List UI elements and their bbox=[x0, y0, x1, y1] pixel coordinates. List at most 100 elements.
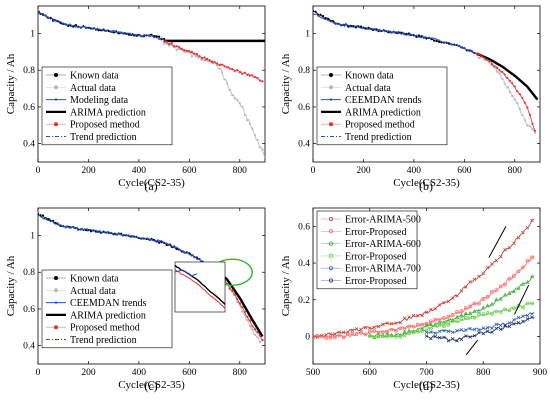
data-point bbox=[157, 35, 161, 38]
data-point bbox=[507, 290, 512, 295]
data-point bbox=[341, 335, 346, 340]
data-point bbox=[253, 133, 257, 137]
series-line bbox=[38, 12, 165, 41]
data-point bbox=[485, 325, 490, 330]
data-point bbox=[261, 148, 264, 151]
legend-item: Proposed method bbox=[321, 120, 415, 131]
data-point bbox=[231, 68, 234, 71]
data-point bbox=[236, 98, 239, 102]
series-line bbox=[163, 41, 265, 157]
y-axis-label: Capacity / Ah bbox=[280, 255, 292, 316]
y-axis-label: Capacity / Ah bbox=[5, 255, 17, 316]
data-point bbox=[450, 313, 455, 317]
data-point bbox=[512, 241, 516, 246]
data-point bbox=[368, 326, 372, 330]
data-point bbox=[380, 334, 385, 338]
y-tick-label: 0 bbox=[305, 332, 310, 342]
legend-label: Modeling data bbox=[70, 95, 129, 106]
data-point bbox=[180, 47, 183, 50]
data-point bbox=[433, 317, 438, 322]
data-point bbox=[341, 330, 346, 334]
data-point bbox=[170, 42, 173, 45]
data-point bbox=[157, 241, 161, 244]
double-arrow bbox=[514, 284, 530, 315]
data-point bbox=[231, 289, 234, 292]
data-point bbox=[256, 76, 259, 80]
legend: Error-ARIMA-500Error-ProposedError-ARIMA… bbox=[316, 210, 421, 290]
data-point bbox=[190, 50, 193, 54]
data-point bbox=[490, 262, 494, 266]
data-point bbox=[525, 317, 530, 321]
data-point bbox=[530, 255, 534, 260]
data-point bbox=[337, 333, 342, 338]
series-ceemdan-trends bbox=[313, 12, 478, 55]
legend-item: Error-Proposed bbox=[321, 251, 406, 262]
y-tick-label: 0.6 bbox=[298, 222, 310, 232]
data-point bbox=[402, 333, 407, 338]
legend-box bbox=[41, 269, 173, 349]
data-point bbox=[450, 337, 455, 341]
data-point bbox=[494, 322, 499, 327]
series-ceemdan-trends bbox=[38, 214, 216, 269]
legend-label: Trend prediction bbox=[70, 132, 137, 143]
data-point bbox=[173, 45, 176, 48]
data-point bbox=[498, 284, 503, 289]
data-point bbox=[359, 25, 363, 28]
series-line bbox=[38, 213, 215, 270]
data-point bbox=[523, 118, 526, 122]
chart-panel-4: 500 600 700 800 900 0 0.2 0.4 0.6 Cycle(CS2-35) Ca… bbox=[280, 207, 547, 393]
data-point bbox=[328, 332, 333, 336]
data-point bbox=[328, 335, 333, 340]
data-point bbox=[450, 296, 455, 300]
legend-item: Trend prediction bbox=[321, 132, 412, 143]
data-point bbox=[516, 90, 519, 93]
data-point bbox=[472, 333, 477, 338]
data-point bbox=[459, 337, 464, 342]
data-point bbox=[529, 274, 535, 279]
data-point bbox=[521, 314, 525, 318]
data-point bbox=[188, 50, 191, 53]
data-point bbox=[402, 329, 407, 334]
series-error-arima-700 bbox=[424, 312, 535, 335]
data-point bbox=[246, 119, 249, 122]
data-point bbox=[424, 310, 429, 314]
data-point bbox=[455, 338, 459, 343]
x-tick-label: 800 bbox=[476, 368, 491, 378]
legend-label: Known data bbox=[70, 274, 119, 285]
data-point bbox=[485, 58, 489, 61]
data-point bbox=[233, 293, 236, 296]
data-point bbox=[238, 302, 241, 305]
data-point bbox=[485, 265, 490, 270]
data-point bbox=[428, 321, 433, 326]
data-point bbox=[208, 59, 211, 62]
y-tick-label: 1 bbox=[305, 30, 310, 40]
data-point bbox=[376, 334, 381, 339]
data-point bbox=[518, 108, 521, 111]
data-point bbox=[433, 334, 437, 339]
data-point bbox=[221, 63, 224, 66]
data-point bbox=[516, 236, 521, 240]
data-point bbox=[468, 335, 472, 339]
data-point bbox=[496, 66, 499, 69]
data-point bbox=[363, 325, 368, 330]
series-error-arima-500 bbox=[313, 218, 535, 340]
legend-label: Actual data bbox=[70, 83, 116, 94]
legend-marker bbox=[328, 85, 333, 90]
data-point bbox=[525, 279, 530, 284]
legend-marker bbox=[328, 122, 333, 127]
legend-item: CEEMDAN trends bbox=[321, 95, 421, 106]
legend-item: Known data bbox=[46, 274, 119, 285]
data-point bbox=[511, 289, 516, 294]
data-point bbox=[420, 313, 424, 318]
data-point bbox=[233, 97, 236, 100]
legend-label: Error-ARIMA-700 bbox=[345, 264, 421, 275]
data-point bbox=[324, 336, 328, 340]
data-point bbox=[521, 96, 524, 100]
data-point bbox=[350, 331, 355, 336]
data-point bbox=[490, 330, 494, 334]
data-point bbox=[437, 303, 442, 307]
legend-label: ARIMA prediction bbox=[345, 107, 421, 118]
data-point bbox=[455, 310, 459, 314]
data-point bbox=[464, 285, 468, 289]
